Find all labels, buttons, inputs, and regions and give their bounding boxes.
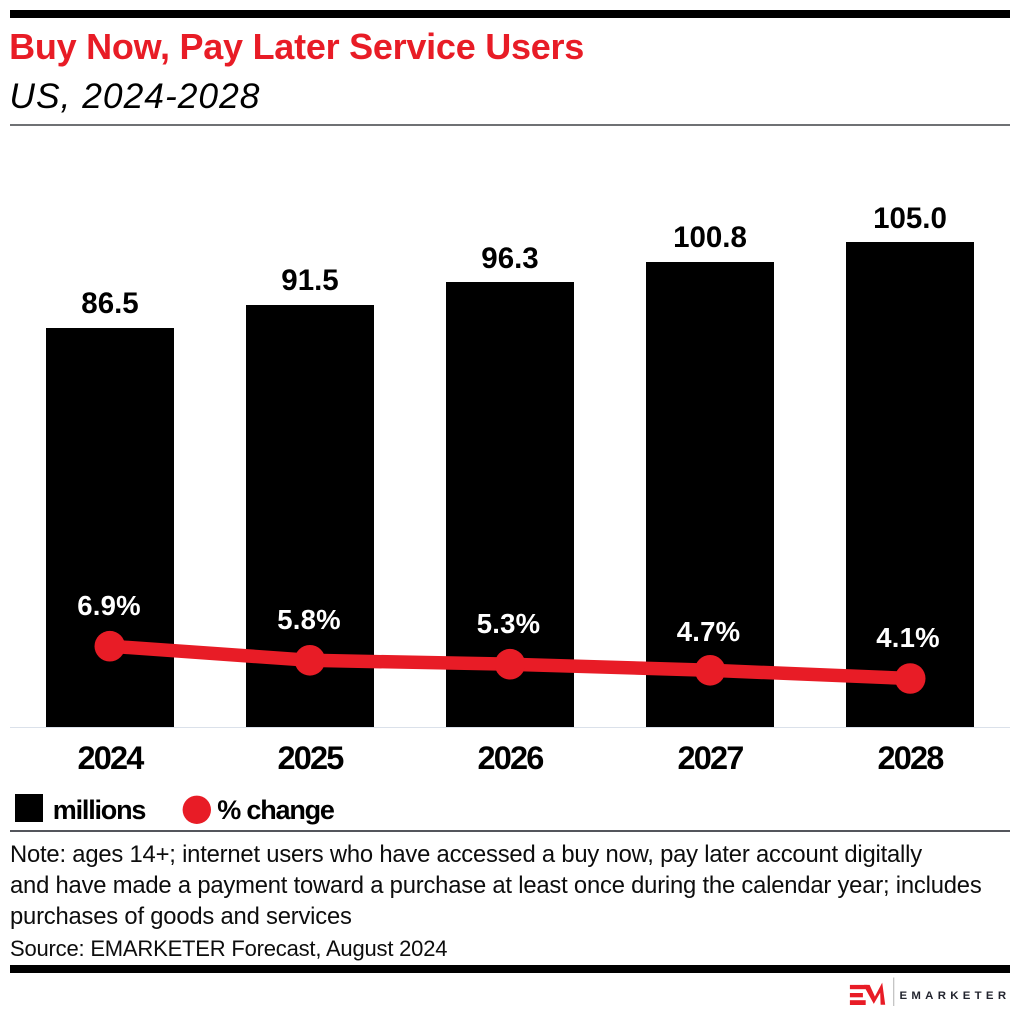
svg-text:EMARKETER: EMARKETER [900, 990, 1011, 1002]
